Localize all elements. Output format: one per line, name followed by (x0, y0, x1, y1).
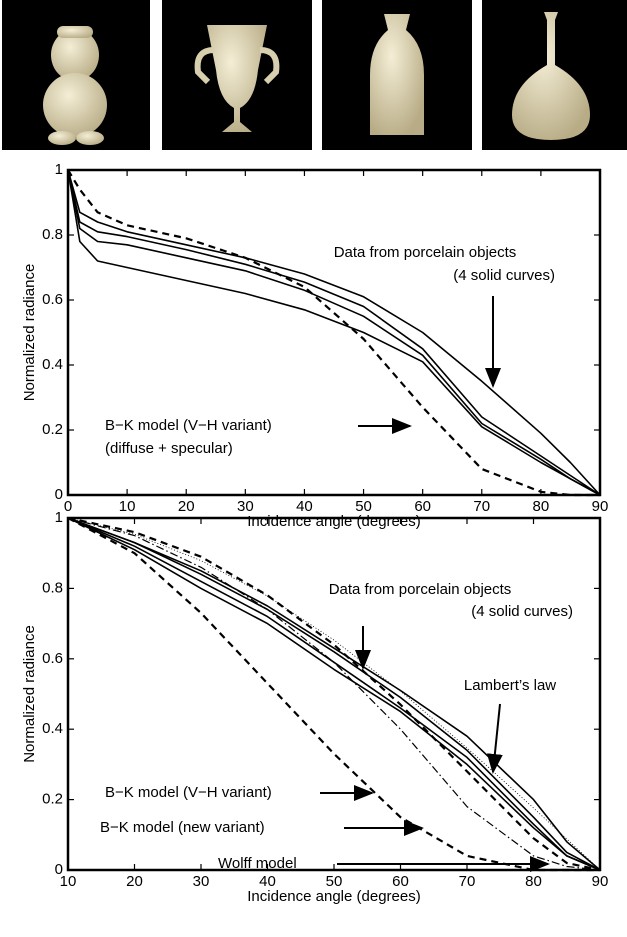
series-line (67, 169, 601, 496)
x-tick-label: 30 (193, 873, 210, 890)
series-line (67, 517, 601, 871)
y-axis-label: Normalized radiance (21, 264, 38, 402)
annotation: B−K model (new variant) (100, 819, 265, 836)
y-tick-label: 0.2 (42, 791, 63, 808)
y-tick-label: 0 (55, 486, 63, 503)
annotation: Data from porcelain objects (329, 581, 512, 598)
series-line (67, 517, 601, 871)
x-tick-label: 60 (392, 873, 409, 890)
series-line (67, 517, 601, 871)
series-line (67, 169, 601, 496)
x-tick-label: 90 (592, 873, 609, 890)
x-tick-label: 50 (326, 873, 343, 890)
y-tick-label: 0.6 (42, 291, 63, 308)
x-tick-label: 20 (126, 873, 143, 890)
series-line (67, 517, 601, 871)
y-tick-label: 0 (55, 861, 63, 878)
x-tick-label: 20 (178, 498, 195, 515)
y-tick-label: 0.8 (42, 579, 63, 596)
series-line (67, 169, 601, 496)
series-line (67, 517, 601, 871)
x-tick-label: 40 (259, 873, 276, 890)
x-tick-label: 90 (592, 498, 609, 515)
annotation: Wolff model (218, 855, 297, 872)
photos (2, 0, 627, 150)
annotation: (diffuse + specular) (105, 440, 233, 457)
series-line (67, 517, 601, 871)
series-line (67, 169, 601, 496)
x-tick-label: 30 (237, 498, 254, 515)
urn (194, 25, 280, 132)
series-line (67, 517, 600, 872)
y-tick-label: 1 (55, 509, 63, 526)
vase (370, 14, 424, 135)
y-tick-label: 0.4 (42, 356, 63, 373)
x-tick-label: 40 (296, 498, 313, 515)
annotation: B−K model (V−H variant) (105, 417, 272, 434)
x-tick-label: 0 (64, 498, 72, 515)
arrow (486, 703, 503, 774)
figurine (43, 26, 107, 145)
x-tick-label: 80 (533, 498, 550, 515)
annotation: Data from porcelain objects (334, 244, 517, 261)
annotation: B−K model (V−H variant) (105, 784, 272, 801)
annotation: (4 solid curves) (453, 267, 555, 284)
annotation: (4 solid curves) (471, 603, 573, 620)
x-tick-label: 80 (525, 873, 542, 890)
series-line (67, 516, 601, 872)
y-tick-label: 1 (55, 161, 63, 178)
x-tick-label: 70 (459, 873, 476, 890)
annotation: Lambert’s law (464, 677, 556, 694)
y-tick-label: 0.6 (42, 650, 63, 667)
plot-frame (66, 516, 602, 872)
x-axis-label: Incidence angle (degrees) (247, 888, 420, 905)
y-tick-label: 0.8 (42, 226, 63, 243)
y-axis-label: Normalized radiance (21, 625, 38, 763)
x-tick-label: 70 (473, 498, 490, 515)
bottle-vase (512, 12, 590, 140)
plot-frame (66, 168, 602, 497)
y-tick-label: 0.4 (42, 720, 63, 737)
x-tick-label: 60 (414, 498, 431, 515)
y-tick-label: 0.2 (42, 421, 63, 438)
x-tick-label: 10 (60, 873, 77, 890)
series-line (67, 169, 600, 497)
x-tick-label: 10 (119, 498, 136, 515)
x-tick-label: 50 (355, 498, 372, 515)
